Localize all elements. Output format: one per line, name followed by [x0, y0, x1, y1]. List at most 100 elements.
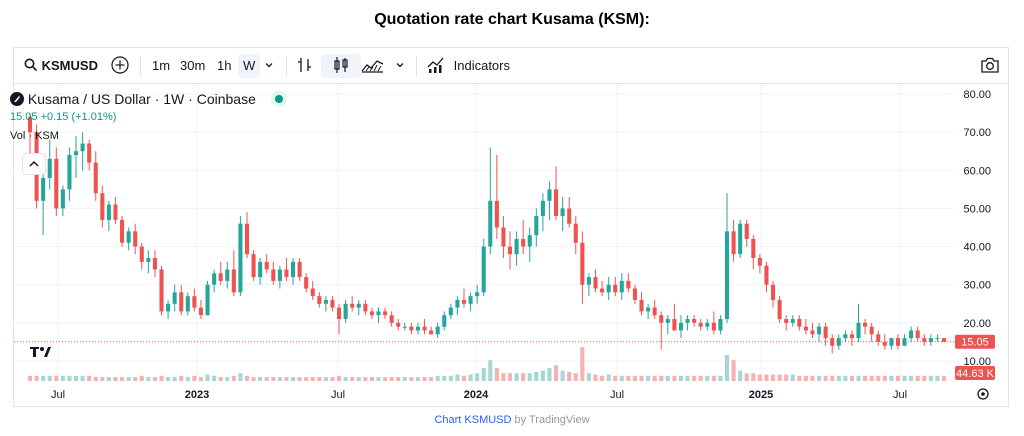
candle-body	[284, 269, 289, 278]
volume-bar	[580, 347, 585, 381]
candle-body	[830, 338, 835, 346]
candle-body	[527, 235, 532, 247]
candle-body	[770, 284, 776, 300]
volume-bar	[731, 360, 736, 381]
volume-bar	[895, 375, 901, 381]
candle-body	[521, 238, 526, 247]
volume-bar	[705, 375, 710, 381]
chart-type-dropdown[interactable]	[393, 54, 407, 78]
add-circle-icon	[111, 56, 129, 74]
candle-body	[678, 322, 684, 331]
candle-body	[146, 258, 151, 262]
candle-body	[290, 261, 296, 278]
volume-bar	[724, 355, 730, 381]
candles-style-button[interactable]	[321, 54, 361, 78]
settings-button[interactable]	[977, 388, 989, 400]
volume-bar	[514, 373, 519, 381]
volume-bar	[941, 375, 947, 381]
volume-bar	[560, 370, 565, 381]
volume-bar	[909, 375, 914, 381]
volume-bar	[402, 377, 407, 381]
volume-bar	[277, 377, 282, 381]
candle-body	[258, 261, 263, 278]
area-style-button[interactable]	[361, 54, 385, 78]
candle-body	[350, 303, 355, 308]
time-tick-label: Jul	[610, 389, 624, 401]
interval-dropdown[interactable]	[262, 54, 276, 78]
volume-bar	[212, 375, 217, 381]
candle-body	[619, 280, 624, 293]
volume-bar	[310, 377, 315, 381]
candle-body	[231, 269, 236, 293]
volume-bar	[672, 375, 677, 381]
interval-w[interactable]: W	[238, 54, 261, 78]
candle-body	[389, 315, 394, 323]
time-tick-label: Jul	[51, 389, 65, 401]
interval-1h[interactable]: 1h	[217, 58, 232, 73]
time-tick-label: Jul	[331, 389, 345, 401]
candle-body	[93, 162, 98, 194]
chart-widget: KSMUSD 1m 30m 1h W Indicators	[13, 47, 1009, 407]
candle-body	[337, 307, 342, 320]
price-tick-label: 40.00	[963, 242, 991, 254]
candle-body	[889, 338, 894, 346]
interval-30m[interactable]: 30m	[180, 58, 206, 73]
volume-bar	[764, 374, 769, 381]
candle-body	[27, 116, 33, 133]
candle-body	[488, 200, 493, 247]
candle-body	[810, 330, 815, 335]
volume-bar	[87, 375, 92, 381]
compare-button[interactable]	[110, 54, 130, 78]
volume-bar	[120, 377, 125, 381]
volume-bar	[757, 374, 762, 381]
candle-body	[757, 258, 762, 266]
snapshot-button[interactable]	[980, 54, 1000, 78]
price-axis[interactable]: 80.00 70.00 60.00 50.00 40.00 30.00 20.00 10.00	[963, 89, 991, 368]
candle-body	[461, 299, 467, 304]
candle-body	[718, 319, 723, 331]
candle-body	[922, 338, 927, 342]
candle-body	[836, 338, 841, 346]
candle-body	[790, 319, 795, 323]
volume-bar	[902, 375, 907, 381]
candle-body	[586, 277, 591, 285]
volume-bar	[738, 370, 743, 381]
legend-title: Kusama / US Dollar · 1W · Coinbase	[27, 91, 256, 107]
candle-body	[665, 319, 670, 323]
time-axis[interactable]: Jul 2023 Jul 2024 Jul 2025 Jul	[51, 389, 907, 401]
candle-body	[817, 326, 822, 335]
collapse-legend-button[interactable]	[22, 153, 46, 175]
price-tick-label: 80.00	[963, 89, 991, 101]
volume-bar	[126, 377, 131, 381]
volume-bar	[198, 377, 204, 381]
symbol-search[interactable]: KSMUSD	[24, 54, 98, 78]
current-volume-label: 44.63 K	[956, 368, 995, 380]
candle-body	[751, 238, 756, 259]
interval-1m[interactable]: 1m	[152, 58, 171, 73]
volume-bar	[659, 375, 664, 381]
volume-bar	[422, 377, 427, 381]
tradingview-logo[interactable]	[30, 347, 51, 357]
volume-bar	[47, 375, 52, 381]
candle-body	[632, 288, 637, 300]
candle-body	[317, 296, 322, 304]
volume-bar	[356, 377, 361, 381]
candle-body	[613, 284, 618, 293]
chart-link[interactable]: Chart KSMUSD	[434, 414, 512, 426]
toolbar-divider	[140, 56, 141, 76]
candle-body	[106, 204, 111, 220]
indicators-button[interactable]: Indicators	[426, 54, 510, 78]
candle-body	[784, 319, 789, 323]
candle-body	[264, 261, 269, 270]
candle-body	[166, 303, 171, 312]
volume-bar	[639, 375, 644, 381]
volume-bar	[751, 373, 756, 381]
volume-bar	[652, 375, 657, 381]
current-volume-badge: 44.63 K	[955, 366, 995, 380]
bar-style-button[interactable]	[296, 54, 314, 78]
candle-body	[724, 231, 730, 320]
volume-bar	[304, 377, 309, 381]
volume-bar	[810, 375, 815, 381]
camera-icon	[981, 57, 999, 73]
